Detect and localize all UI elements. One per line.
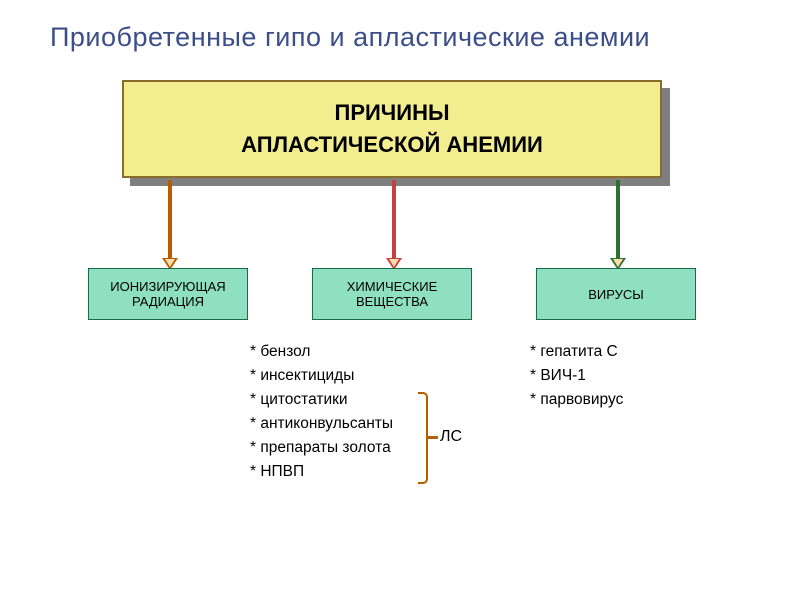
cause-box-line: ВЕЩЕСТВА (356, 294, 428, 309)
arrow-1 (168, 180, 172, 258)
page-title: Приобретенные гипо и апластические анеми… (50, 22, 650, 53)
arrow-3 (616, 180, 620, 258)
cause-box-2: ХИМИЧЕСКИЕВЕЩЕСТВА (312, 268, 472, 320)
list-item: * цитостатики (250, 388, 393, 412)
list-item: * НПВП (250, 460, 393, 484)
cause-box-line: ВИРУСЫ (588, 287, 644, 302)
main-box-line1: ПРИЧИНЫ (335, 100, 450, 126)
list-item: * гепатита С (530, 340, 623, 364)
main-box-line2: АПЛАСТИЧЕСКОЙ АНЕМИИ (241, 132, 543, 158)
list-item: * бензол (250, 340, 393, 364)
chemical-substances-list: * бензол* инсектициды* цитостатики* анти… (250, 340, 393, 484)
main-causes-box: ПРИЧИНЫ АПЛАСТИЧЕСКОЙ АНЕМИИ (122, 80, 662, 178)
ls-label: ЛС (440, 428, 462, 446)
list-item: * антиконвульсанты (250, 412, 393, 436)
cause-box-3: ВИРУСЫ (536, 268, 696, 320)
arrow-2 (392, 180, 396, 258)
viruses-list: * гепатита С* ВИЧ-1* парвовирус (530, 340, 623, 412)
cause-box-line: РАДИАЦИЯ (132, 294, 204, 309)
cause-box-line: ХИМИЧЕСКИЕ (347, 279, 438, 294)
list-item: * парвовирус (530, 388, 623, 412)
drugs-bracket (418, 392, 428, 484)
list-item: * ВИЧ-1 (530, 364, 623, 388)
drugs-bracket-tip (428, 436, 438, 439)
list-item: * препараты золота (250, 436, 393, 460)
cause-box-line: ИОНИЗИРУЮЩАЯ (110, 279, 225, 294)
cause-box-1: ИОНИЗИРУЮЩАЯРАДИАЦИЯ (88, 268, 248, 320)
list-item: * инсектициды (250, 364, 393, 388)
